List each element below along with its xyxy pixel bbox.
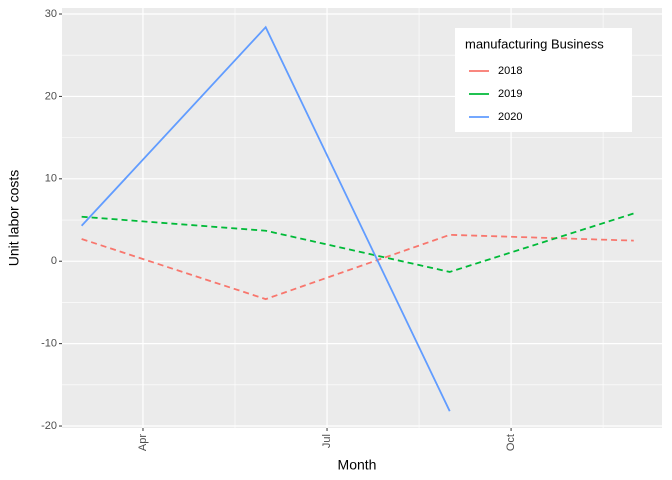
y-tick-label: 10	[45, 173, 57, 185]
x-axis-title: Month	[338, 457, 377, 473]
y-tick-label: -20	[41, 420, 57, 432]
legend: manufacturing Business 2018 2019 2020	[455, 28, 632, 132]
legend-box	[455, 28, 632, 132]
x-tick-label: Jul	[321, 434, 333, 448]
legend-title: manufacturing Business	[465, 36, 604, 51]
y-tick-label: 30	[45, 8, 57, 20]
x-tick-label: Oct	[505, 434, 517, 451]
x-tick-label: Apr	[137, 434, 149, 451]
y-tick-label: 20	[45, 90, 57, 102]
y-axis-title: Unit labor costs	[6, 170, 22, 266]
y-tick-label: 0	[51, 255, 57, 267]
marks	[80, 25, 635, 412]
series-line	[81, 233, 634, 301]
legend-label: 2019	[498, 88, 522, 100]
series-line	[81, 212, 635, 273]
series-line	[80, 25, 451, 412]
legend-label: 2020	[498, 111, 522, 123]
y-tick-label: -10	[41, 338, 57, 350]
legend-label: 2018	[498, 65, 522, 77]
